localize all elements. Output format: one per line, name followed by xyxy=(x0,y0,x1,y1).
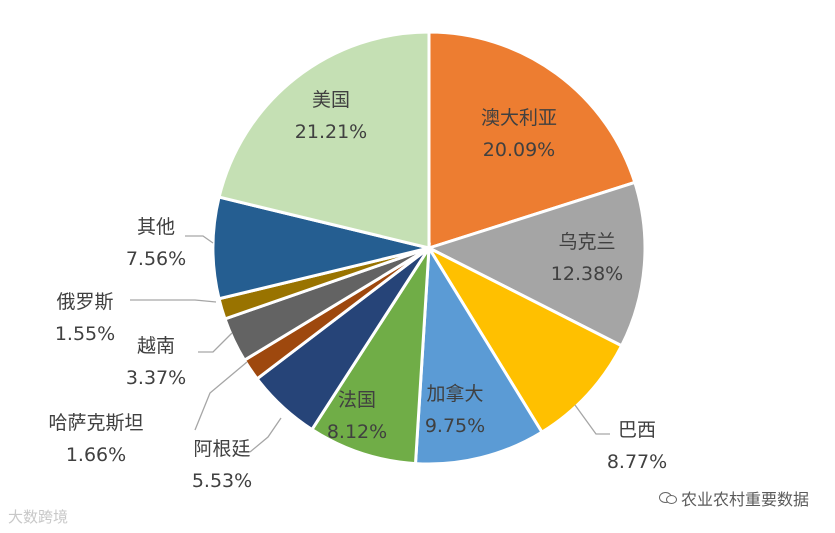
data-labels: 澳大利亚 20.09% 乌克兰 12.38% 巴西 8.77% 加拿大 9.75% 法国 8.12… xyxy=(48,89,667,492)
watermark-right: 农业农村重要数据 xyxy=(658,486,809,510)
slice-category-label: 越南 xyxy=(137,335,175,357)
slice-category-label: 巴西 xyxy=(618,419,656,441)
leader-line xyxy=(185,235,214,244)
pie-slice xyxy=(425,180,647,348)
slice-value-label: 12.38% xyxy=(551,263,623,285)
slice-value-label: 7.56% xyxy=(126,248,186,270)
pie-slices xyxy=(211,30,647,466)
slice-value-label: 5.53% xyxy=(192,470,252,492)
leader-line xyxy=(130,299,217,303)
slice-category-label: 俄罗斯 xyxy=(56,291,113,313)
slice-value-label: 8.77% xyxy=(607,451,667,473)
slice-category-label: 澳大利亚 xyxy=(481,107,557,129)
leader-lines xyxy=(130,235,610,453)
slice-value-label: 1.66% xyxy=(66,444,126,466)
slice-category-label: 哈萨克斯坦 xyxy=(48,412,143,434)
pie-slice xyxy=(217,30,431,250)
leader-line xyxy=(194,361,248,431)
pie-slice xyxy=(424,244,624,435)
leader-line xyxy=(249,417,282,453)
watermark-left: 大数跨境 xyxy=(8,508,69,526)
slice-value-label: 20.09% xyxy=(483,139,555,161)
slice-value-label: 8.12% xyxy=(327,421,387,443)
slice-category-label: 乌克兰 xyxy=(558,231,615,253)
slice-category-label: 阿根廷 xyxy=(193,438,250,460)
slice-category-label: 美国 xyxy=(312,89,350,111)
slice-category-label: 加拿大 xyxy=(426,382,483,405)
slice-category-label: 其他 xyxy=(137,216,175,238)
wechat-icon xyxy=(658,491,677,505)
pie-slice xyxy=(413,243,544,466)
pie-slice xyxy=(309,242,431,466)
slice-category-label: 法国 xyxy=(338,389,376,411)
slice-value-label: 1.55% xyxy=(55,323,115,345)
pie-slice xyxy=(427,30,637,251)
slice-value-label: 21.21% xyxy=(295,121,367,143)
leader-line xyxy=(574,404,610,435)
slice-value-label: 3.37% xyxy=(126,367,186,389)
slice-value-label: 9.75% xyxy=(425,415,485,437)
pie-slice xyxy=(211,195,430,301)
leader-line xyxy=(198,332,233,353)
